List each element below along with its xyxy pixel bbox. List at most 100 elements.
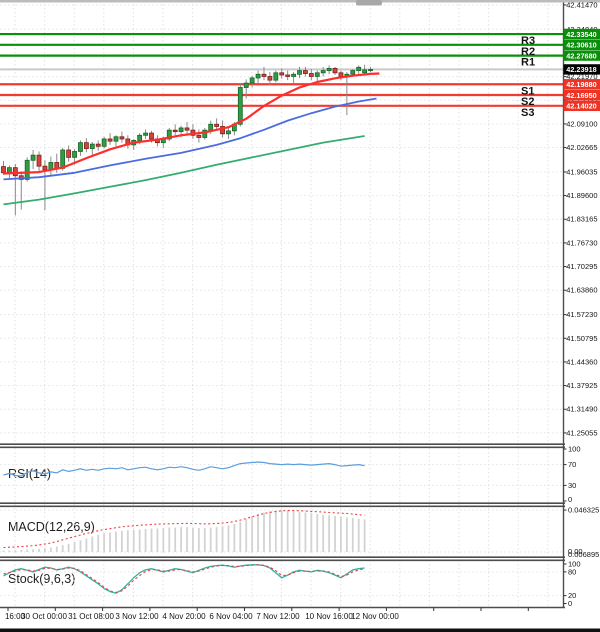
rsi-scale-label: 100 [568, 445, 581, 454]
time-label: 12 Nov 00:00 [351, 612, 399, 621]
support-price-box-s2 [563, 89, 600, 101]
macd-histogram-bar [138, 529, 141, 552]
macd-histogram-bar [150, 528, 153, 552]
macd-histogram-bar [44, 548, 46, 552]
price-tick-label: 42.21970 [566, 72, 597, 81]
window-top-border [0, 0, 600, 3]
price-tick-label: 42.09100 [566, 119, 597, 128]
ma-fast-red-line [3, 72, 380, 175]
price-tick-label: 41.70295 [566, 262, 597, 271]
candle [297, 70, 302, 75]
macd-histogram-bar [2, 550, 5, 552]
time-label: 30 Oct 00:00 [21, 612, 67, 621]
price-tick-label: 41.44360 [566, 357, 597, 366]
macd-histogram-bar [203, 528, 206, 552]
macd-histogram-bar [144, 528, 147, 552]
candle [89, 143, 95, 149]
candle [7, 167, 12, 174]
rsi-scale-label: 30 [568, 481, 576, 490]
price-tick-label: 41.63860 [566, 286, 597, 295]
resistance-label-r2: R2 [521, 46, 535, 58]
macd-histogram-bar [97, 534, 100, 552]
window-bottom-border [0, 628, 600, 632]
macd-histogram-bar [340, 516, 342, 552]
price-tick-label: 41.96035 [566, 167, 597, 176]
macd-histogram-bar [174, 527, 177, 552]
candle [279, 72, 285, 76]
macd-histogram-bar [67, 543, 70, 552]
candle [202, 129, 208, 138]
candle [137, 134, 143, 141]
macd-histogram-bar [227, 525, 230, 552]
macd-scale-low-label: 0.006895 [568, 550, 599, 559]
macd-pane-label: MACD(12,26,9) [8, 520, 95, 534]
candle [255, 73, 261, 79]
macd-histogram-bar [156, 528, 159, 552]
support-price-text-s1: 42.19880 [566, 80, 596, 89]
candle [314, 72, 320, 77]
stoch-scale-label: 0 [568, 599, 572, 608]
macd-histogram-bar [192, 527, 194, 552]
support-label-s1: S1 [521, 85, 534, 97]
time-label: 3 Nov 12:00 [115, 612, 159, 621]
support-price-box-s3 [563, 100, 600, 112]
macd-histogram-bar [215, 527, 218, 552]
macd-histogram-bar [251, 516, 254, 552]
macd-histogram-bar [257, 513, 259, 552]
candle [249, 77, 255, 84]
candle [368, 69, 373, 71]
macd-histogram-bar [32, 549, 34, 552]
resistance-label-r1: R1 [521, 57, 535, 69]
candle [78, 142, 83, 152]
macd-histogram-bar [345, 517, 348, 552]
macd-histogram-bar [322, 514, 325, 552]
macd-histogram-bar [126, 530, 129, 552]
macd-histogram-bar [245, 518, 248, 552]
support-price-text-s2: 42.16950 [566, 91, 596, 100]
candle [261, 73, 267, 77]
resistance-price-text-r2: 42.30610 [566, 41, 596, 50]
candle [172, 129, 178, 133]
macd-histogram-bar [180, 527, 182, 552]
candle [285, 74, 291, 77]
resistance-price-text-r1: 42.27680 [566, 51, 596, 60]
macd-histogram-bar [168, 527, 171, 552]
macd-scale-zero-label: 0.00 [568, 547, 583, 556]
ma-mid-blue-line [3, 97, 377, 181]
candle [60, 149, 66, 169]
rsi-pane-label: RSI(14) [8, 467, 51, 481]
resistance-label-r3: R3 [521, 35, 535, 47]
candle [356, 66, 362, 71]
macd-histogram-bar [263, 512, 265, 552]
macd-histogram-bar [310, 513, 313, 552]
macd-histogram-bar [280, 510, 283, 552]
macd-histogram-bar [186, 527, 188, 552]
candle [237, 87, 243, 125]
candle [196, 134, 202, 138]
current-price-text: 42.23918 [566, 65, 596, 74]
price-tick-label: 42.02665 [566, 143, 597, 152]
candle [12, 167, 18, 177]
candle [119, 136, 125, 140]
macd-histogram-bar [209, 527, 212, 552]
macd-histogram-bar [363, 519, 366, 552]
macd-histogram-bar [304, 512, 307, 552]
time-label: 16:00 [5, 612, 26, 621]
macd-histogram-bar [233, 523, 236, 552]
macd-histogram-bar [73, 542, 76, 552]
splitter-handle[interactable] [356, 0, 382, 6]
candle [113, 136, 119, 142]
macd-histogram-bar [351, 518, 354, 552]
price-tick-label: 41.83165 [566, 215, 597, 224]
macd-histogram-bar [328, 515, 330, 552]
macd-histogram-bar [20, 550, 23, 552]
candle [308, 73, 314, 77]
candle [208, 123, 214, 131]
price-tick-label: 42.15535 [566, 96, 597, 105]
candle [273, 72, 279, 81]
macd-histogram-bar [91, 536, 94, 552]
candle [149, 132, 154, 140]
candle [332, 67, 338, 74]
candle [184, 127, 190, 131]
